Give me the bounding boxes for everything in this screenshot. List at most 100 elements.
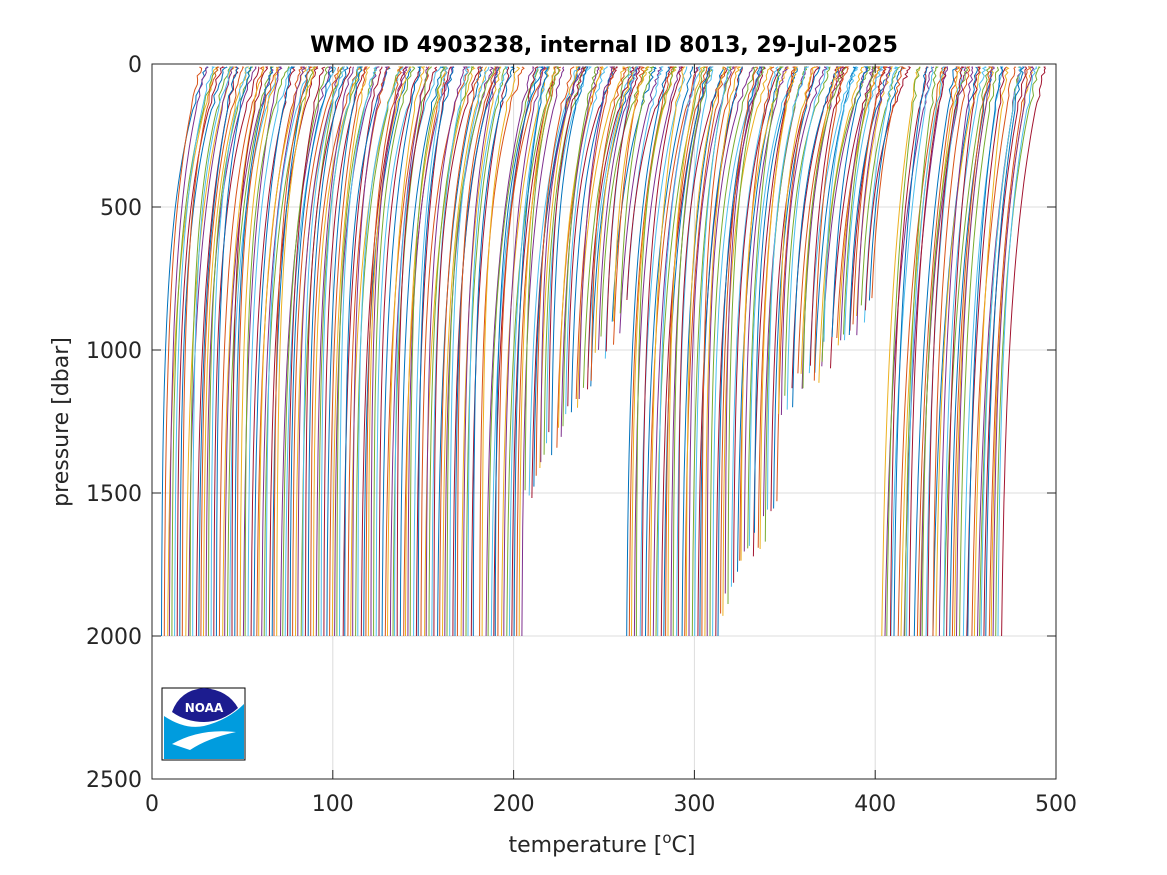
profile-line bbox=[460, 66, 502, 637]
profile-line bbox=[956, 66, 995, 637]
profile-line bbox=[352, 66, 389, 636]
profile-line bbox=[282, 66, 329, 637]
profile-line bbox=[387, 66, 425, 637]
profile-line bbox=[198, 66, 239, 637]
profile-line bbox=[329, 66, 368, 637]
profile-line bbox=[657, 66, 701, 637]
profile-line bbox=[540, 66, 584, 463]
profile-line bbox=[626, 66, 670, 637]
profile-line bbox=[263, 66, 316, 637]
x-tick-label: 300 bbox=[673, 792, 715, 817]
profile-line bbox=[227, 66, 275, 637]
y-tick-label: 0 bbox=[128, 53, 142, 78]
profile-line bbox=[704, 66, 742, 637]
profile-line bbox=[992, 66, 1035, 637]
profile-line bbox=[613, 66, 645, 345]
profile-line bbox=[780, 66, 828, 416]
profile-line bbox=[439, 66, 483, 637]
profile-line bbox=[261, 66, 307, 637]
profile-line bbox=[462, 66, 499, 637]
profile-line bbox=[205, 66, 257, 637]
profile-line bbox=[247, 66, 293, 637]
profile-line bbox=[647, 66, 699, 637]
profile-line bbox=[988, 66, 1032, 637]
profile-line bbox=[893, 66, 929, 637]
profile-line bbox=[287, 66, 326, 637]
profile-line bbox=[344, 66, 391, 636]
profile-line bbox=[778, 66, 818, 414]
profile-line bbox=[446, 66, 498, 637]
profile-line bbox=[265, 66, 311, 637]
profile-line bbox=[373, 66, 416, 636]
profile-line bbox=[724, 66, 763, 594]
profile-line bbox=[973, 66, 1010, 637]
profile-line bbox=[479, 66, 525, 637]
y-axis-label: pressure [dbar] bbox=[49, 337, 74, 507]
profile-line bbox=[417, 66, 455, 637]
profile-line bbox=[181, 66, 220, 637]
profile-line bbox=[685, 66, 726, 637]
profile-line bbox=[370, 66, 410, 636]
profile-line bbox=[971, 66, 1017, 637]
profile-line bbox=[323, 66, 367, 637]
profile-line bbox=[594, 66, 638, 353]
profile-line bbox=[856, 66, 892, 336]
profile-line bbox=[906, 66, 946, 637]
profile-line bbox=[425, 66, 467, 637]
profile-line bbox=[904, 66, 939, 637]
profile-line bbox=[365, 66, 403, 637]
profile-line bbox=[628, 66, 675, 637]
profile-line bbox=[168, 66, 209, 637]
profile-line bbox=[759, 66, 798, 550]
y-tick-label: 500 bbox=[100, 196, 142, 221]
profile-line bbox=[797, 66, 843, 374]
profile-line bbox=[925, 66, 964, 637]
profile-line bbox=[336, 66, 377, 636]
x-tick-label: 0 bbox=[145, 792, 159, 817]
profile-line bbox=[590, 66, 629, 381]
profile-line bbox=[809, 66, 847, 366]
profile-line bbox=[938, 66, 974, 637]
profile-line bbox=[864, 66, 911, 311]
profile-line bbox=[890, 66, 929, 637]
profile-line bbox=[786, 66, 829, 410]
profile-line bbox=[908, 66, 947, 637]
profile-line bbox=[396, 66, 438, 636]
profile-line bbox=[472, 66, 516, 636]
profile-line bbox=[284, 66, 337, 637]
profile-line bbox=[619, 66, 662, 334]
profile-line bbox=[748, 66, 796, 546]
profile-line bbox=[203, 66, 249, 637]
profile-line bbox=[394, 66, 442, 636]
profile-line bbox=[407, 66, 454, 637]
profile-line bbox=[773, 66, 821, 509]
profile-line bbox=[860, 66, 900, 306]
profile-line bbox=[449, 66, 490, 637]
profile-line bbox=[521, 66, 565, 637]
profile-line bbox=[326, 66, 363, 637]
profile-line bbox=[706, 66, 755, 636]
profile-line bbox=[231, 66, 269, 636]
profile-line bbox=[598, 66, 641, 350]
y-tick-label: 2500 bbox=[86, 768, 142, 793]
profile-line bbox=[733, 66, 783, 583]
profile-line bbox=[712, 66, 767, 637]
profile-line bbox=[665, 66, 708, 637]
x-axis-label: temperature [oC] bbox=[508, 829, 695, 858]
profile-line bbox=[413, 66, 449, 637]
profile-line bbox=[539, 66, 579, 469]
x-tick-label: 400 bbox=[854, 792, 896, 817]
profile-line bbox=[490, 66, 541, 637]
profile-line bbox=[886, 66, 921, 637]
profile-line bbox=[331, 66, 370, 637]
x-tick-label: 500 bbox=[1035, 792, 1077, 817]
profile-line bbox=[800, 66, 841, 374]
chart-title: WMO ID 4903238, internal ID 8013, 29-Jul… bbox=[310, 33, 898, 58]
profiles-layer bbox=[161, 66, 1046, 637]
profile-line bbox=[747, 66, 785, 549]
profile-line bbox=[667, 66, 705, 637]
profile-line bbox=[951, 66, 993, 637]
profile-line bbox=[672, 66, 713, 637]
profile-line bbox=[578, 66, 614, 400]
profile-line bbox=[962, 66, 1004, 637]
